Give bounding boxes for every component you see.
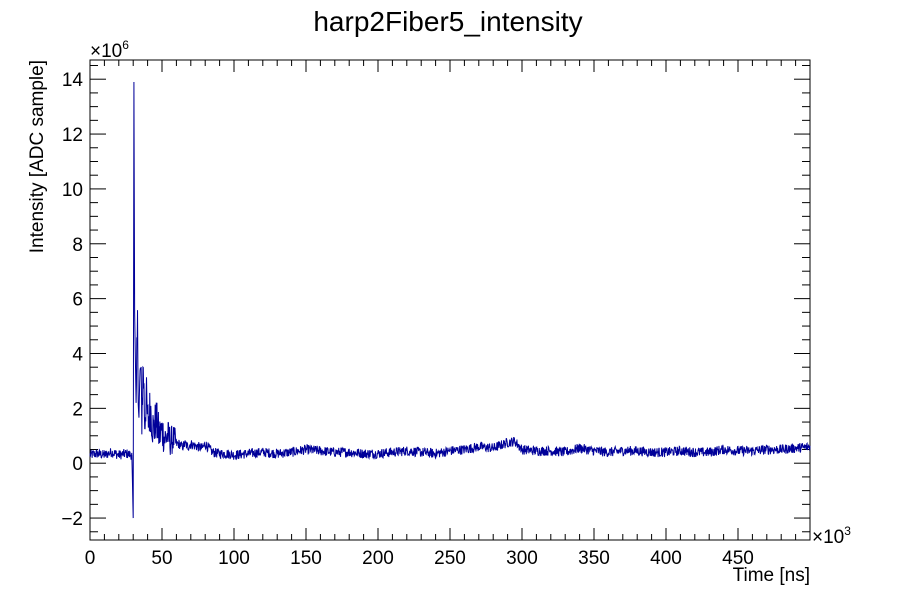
- y-tick-label: −2: [61, 509, 83, 530]
- y-axis-ticks: [90, 64, 810, 533]
- series-line-intensity: [89, 81, 811, 519]
- x-tick-label: 200: [362, 548, 394, 569]
- y-axis-tick-labels: −2 0 2 4 6 8 10 12 14: [61, 70, 83, 530]
- y-tick-label: 12: [62, 125, 83, 146]
- y-tick-label: 4: [72, 344, 83, 365]
- x-tick-label: 450: [722, 548, 754, 569]
- x-axis-multiplier: ×103: [812, 524, 851, 548]
- x-tick-label: 50: [151, 548, 172, 569]
- plot-frame: [89, 59, 811, 541]
- y-axis-label: Intensity [ADC sample]: [27, 60, 48, 253]
- x-tick-label: 400: [650, 548, 682, 569]
- y-axis-multiplier: ×106: [90, 38, 129, 62]
- y-tick-label: 0: [72, 454, 83, 475]
- x-tick-label: 350: [578, 548, 610, 569]
- x-tick-label: 0: [85, 548, 96, 569]
- x-tick-label: 150: [290, 548, 322, 569]
- x-axis-tick-labels: 0 50 100 150 200 250 300 350 400 450: [85, 548, 754, 569]
- y-tick-label: 2: [72, 399, 83, 420]
- y-tick-label: 10: [62, 180, 83, 201]
- y-tick-label: 6: [72, 290, 83, 311]
- x-tick-label: 100: [218, 548, 250, 569]
- x-axis-ticks: [89, 60, 811, 540]
- chart-title: harp2Fiber5_intensity: [313, 6, 582, 37]
- x-tick-label: 250: [434, 548, 466, 569]
- y-tick-label: 14: [62, 70, 84, 91]
- x-tick-label: 300: [506, 548, 538, 569]
- x-axis-label: Time [ns]: [733, 565, 810, 586]
- y-tick-label: 8: [72, 235, 83, 256]
